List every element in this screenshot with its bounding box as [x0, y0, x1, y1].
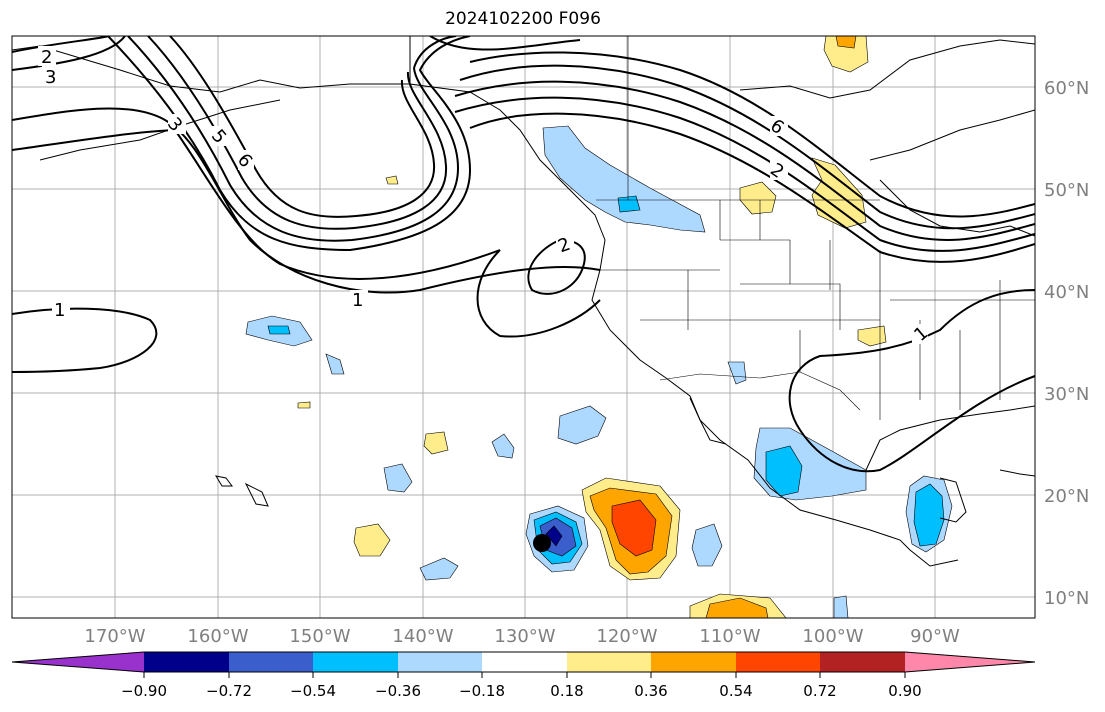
- colorbar-segment: [905, 652, 1035, 672]
- shade-blob: [491, 433, 515, 459]
- lat-label: 10°N: [1044, 588, 1089, 609]
- colorbar-tick-label: 0.18: [550, 682, 583, 700]
- lon-label: 110°W: [699, 626, 760, 647]
- shade-blob: [727, 361, 747, 385]
- colorbar-segment: [651, 652, 736, 672]
- longitude-labels: 170°W 160°W 150°W 140°W 130°W 120°W 110°…: [84, 626, 960, 647]
- contour-label: 1: [352, 290, 363, 311]
- colorbar-segment: [398, 652, 482, 672]
- shade-blob: [617, 195, 641, 213]
- lon-label: 150°W: [289, 626, 350, 647]
- contour-label: 2: [41, 47, 52, 68]
- lat-label: 20°N: [1044, 486, 1089, 507]
- lon-label: 120°W: [596, 626, 657, 647]
- lon-label: 100°W: [802, 626, 863, 647]
- shade-blob: [557, 405, 607, 445]
- colorbar-tick-label: −0.18: [459, 682, 505, 700]
- colorbar-tick-label: −0.54: [290, 682, 336, 700]
- shade-blob: [691, 523, 723, 567]
- shade-blob: [765, 445, 803, 497]
- shade-blob: [545, 525, 563, 547]
- colorbar-segment: [229, 652, 313, 672]
- shade-blob: [423, 431, 449, 455]
- colorbar-tick-label: −0.72: [206, 682, 252, 700]
- colorbar-segment: [567, 652, 651, 672]
- colorbar-tick-label: −0.90: [121, 682, 167, 700]
- lat-label: 40°N: [1044, 282, 1089, 303]
- latitude-labels: 60°N 50°N 40°N 30°N 20°N 10°N: [1044, 78, 1089, 609]
- anomaly-shading: [245, 36, 953, 618]
- shade-blob: [267, 325, 291, 335]
- shade-blob: [297, 401, 311, 409]
- storm-center-marker: [533, 534, 551, 552]
- shade-blob: [385, 175, 399, 185]
- colorbar-tick-label: 0.54: [719, 682, 752, 700]
- contour-label: 3: [45, 67, 56, 88]
- shade-blob: [611, 499, 657, 557]
- shade-blob: [353, 523, 391, 557]
- map-frame: [11, 35, 1036, 619]
- colorbar-tick-label: 0.90: [888, 682, 921, 700]
- colorbar-tick-label: 0.72: [803, 682, 836, 700]
- lon-label: 140°W: [392, 626, 453, 647]
- lon-label: 130°W: [494, 626, 555, 647]
- lat-label: 60°N: [1044, 78, 1089, 99]
- colorbar-segment: [736, 652, 820, 672]
- colorbar-segment: [12, 652, 144, 672]
- shade-blob: [833, 595, 849, 618]
- colorbar-segment: [820, 652, 905, 672]
- shade-blob: [419, 557, 459, 581]
- shade-blob: [823, 36, 869, 73]
- colorbar-segment: [482, 652, 567, 672]
- lon-label: 170°W: [84, 626, 145, 647]
- shade-blob: [542, 125, 706, 233]
- shade-blob: [325, 353, 345, 375]
- colorbar-tick-label: 0.36: [634, 682, 667, 700]
- shade-blob: [705, 597, 769, 618]
- lat-label: 30°N: [1044, 384, 1089, 405]
- colorbar-segment: [144, 652, 229, 672]
- contour-labels: 2 3 3 5 6 6 2 2 1 1 1: [38, 46, 933, 346]
- coastlines: [12, 36, 1035, 567]
- shade-blob: [857, 325, 887, 347]
- map-title: 2024102200 F096: [445, 9, 601, 29]
- shade-blob: [383, 463, 413, 493]
- political-borders: [596, 36, 1035, 420]
- lon-label: 160°W: [187, 626, 248, 647]
- contour-label: 1: [54, 300, 65, 321]
- contour-lines: [12, 36, 1035, 473]
- lat-label: 50°N: [1044, 180, 1089, 201]
- shade-blob: [835, 36, 857, 49]
- shade-blob: [913, 483, 945, 547]
- colorbar-segment: [313, 652, 398, 672]
- colorbar-tick-label: −0.36: [375, 682, 421, 700]
- colorbar: −0.90 −0.72 −0.54 −0.36 −0.18 0.18 0.36 …: [11, 651, 1036, 700]
- lon-label: 90°W: [910, 626, 960, 647]
